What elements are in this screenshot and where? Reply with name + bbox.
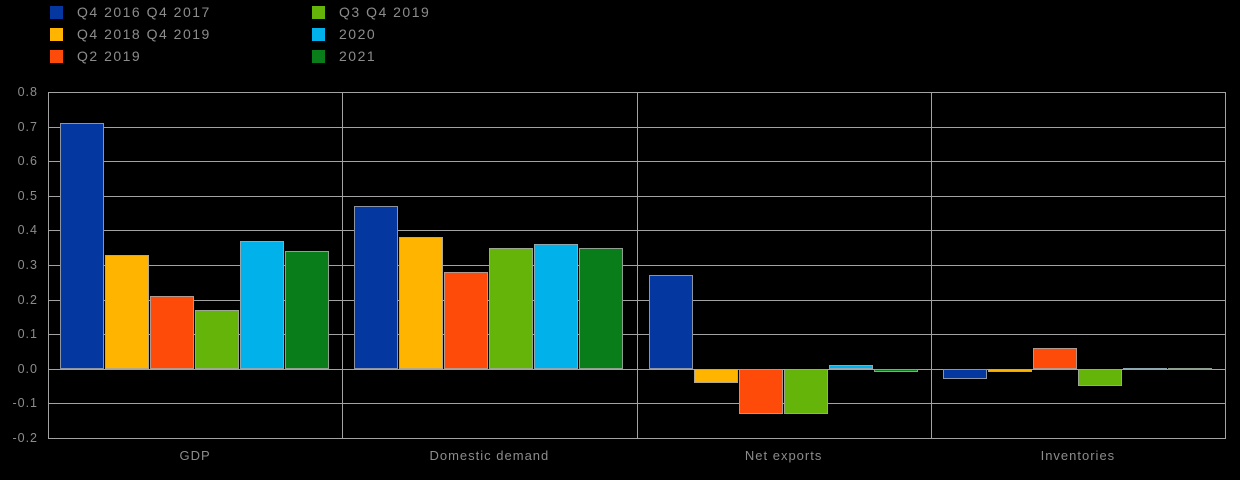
bar-net-exports-series-1 (693, 368, 738, 383)
legend-item: Q4 2018 Q4 2019 (50, 26, 211, 42)
legend-label: Q4 2018 Q4 2019 (77, 26, 211, 42)
legend-swatch (312, 27, 325, 41)
legend-item: 2020 (312, 26, 376, 42)
legend-swatch (50, 5, 63, 19)
y-axis-tick-label: 0.1 (17, 327, 38, 342)
category-label: Inventories (1040, 448, 1116, 463)
legend-label: Q3 Q4 2019 (339, 4, 431, 20)
bar-gdp-series-4 (240, 240, 285, 369)
bar-inventories-series-2 (1032, 348, 1077, 369)
y-axis-tick-label: 0.5 (17, 188, 38, 203)
legend-item: Q3 Q4 2019 (312, 4, 430, 20)
bar-gdp-series-1 (105, 254, 150, 369)
category-label: Net exports (744, 448, 823, 463)
category-label: Domestic demand (429, 448, 550, 463)
bar-net-exports-series-5 (873, 368, 918, 373)
bar-gdp-series-0 (60, 123, 105, 369)
bar-gdp-series-5 (285, 251, 330, 369)
y-axis-tick-label: 0.7 (17, 119, 38, 134)
y-axis-line (48, 92, 49, 439)
category-label: GDP (179, 448, 211, 463)
y-axis-tick-label: 0.2 (17, 292, 38, 307)
legend-label: 2020 (339, 26, 377, 42)
bar-net-exports-series-3 (783, 368, 828, 414)
plot-right-border (1225, 92, 1226, 439)
legend-label: 2021 (339, 48, 377, 64)
bar-domestic-demand-series-4 (534, 244, 579, 369)
bar-inventories-series-0 (942, 368, 987, 380)
legend-label: Q4 2016 Q4 2017 (77, 4, 211, 20)
panel-separator (636, 92, 638, 439)
y-axis-tick-label: 0.6 (17, 154, 38, 169)
y-axis-tick-label: -0.1 (12, 396, 38, 411)
y-axis-tick-label: 0.3 (17, 258, 38, 272)
y-axis-tick-label: -0.2 (12, 431, 38, 445)
bar-inventories-series-3 (1077, 368, 1122, 387)
legend-item: 2021 (312, 48, 376, 64)
bar-net-exports-series-4 (828, 365, 873, 369)
legend-swatch (50, 27, 63, 41)
bar-net-exports-series-0 (648, 275, 693, 369)
legend-swatch (312, 5, 325, 19)
legend-item: Q4 2016 Q4 2017 (50, 4, 211, 20)
bar-inventories-series-1 (987, 368, 1032, 373)
bar-net-exports-series-2 (738, 368, 783, 414)
legend-item: Q2 2019 (50, 48, 141, 64)
y-axis-tick-label: 0.8 (17, 85, 38, 99)
y-axis-tick-label: 0.0 (17, 361, 38, 376)
bar-gdp-series-3 (195, 309, 240, 369)
legend-swatch (312, 49, 325, 63)
bar-inventories-series-4 (1122, 367, 1167, 370)
legend-label: Q2 2019 (77, 48, 142, 64)
bar-domestic-demand-series-5 (579, 247, 624, 369)
bar-gdp-series-2 (150, 296, 195, 369)
bar-domestic-demand-series-2 (444, 271, 489, 369)
bar-domestic-demand-series-1 (399, 237, 444, 369)
panel-separator (930, 92, 932, 439)
bar-domestic-demand-series-0 (354, 206, 399, 369)
bar-inventories-series-5 (1167, 367, 1212, 370)
panel-separator (342, 92, 344, 439)
legend-swatch (50, 49, 63, 63)
bar-domestic-demand-series-3 (489, 247, 534, 369)
y-axis-tick-label: 0.4 (17, 223, 38, 238)
